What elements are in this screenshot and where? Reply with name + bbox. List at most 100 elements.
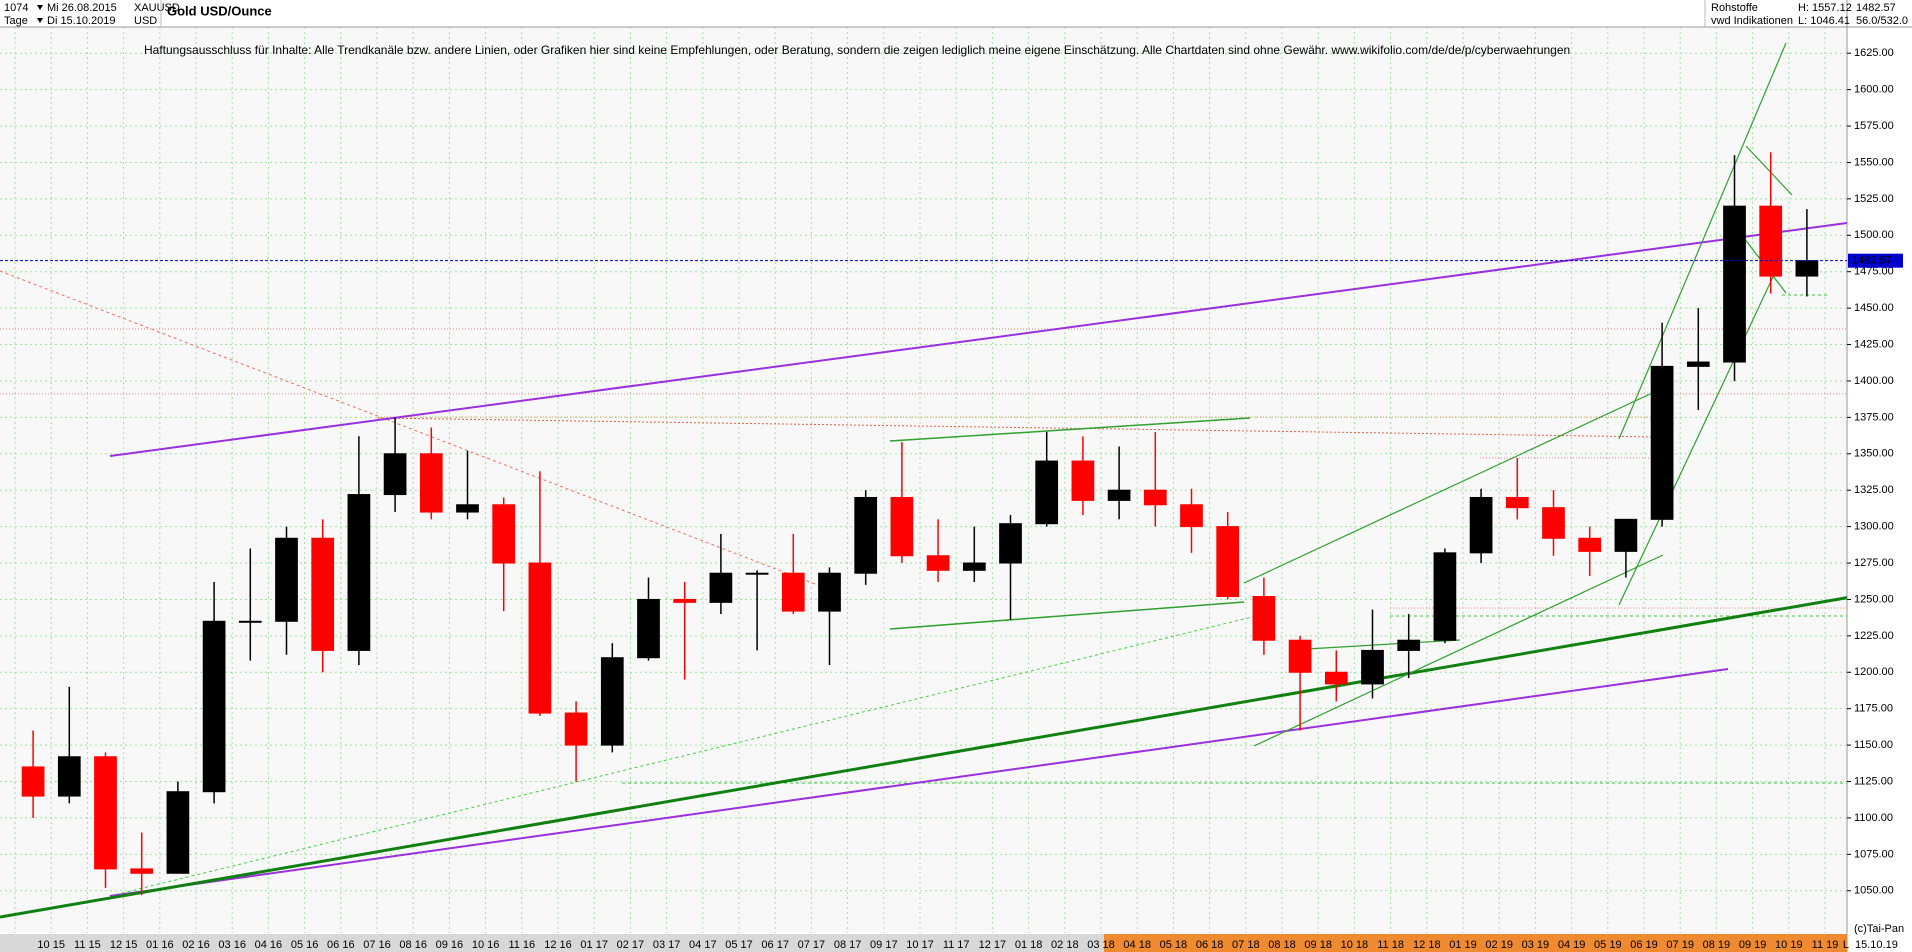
source: vwd Indikationen — [1711, 15, 1793, 27]
candle-body — [238, 620, 262, 623]
candle-body — [528, 562, 552, 714]
x-tick-label: 10 19 — [1775, 939, 1803, 951]
candle-body — [962, 562, 986, 571]
trend-line — [889, 417, 1251, 442]
x-tick-label: 09 17 — [870, 939, 898, 951]
scale-mode: L — [1843, 939, 1849, 951]
plot-area — [0, 27, 1847, 933]
candle-body — [1324, 671, 1348, 685]
candle-body — [1650, 365, 1674, 520]
y-tick-label: 1400.00 — [1854, 375, 1894, 387]
last-price-box — [1848, 253, 1903, 268]
candle-body — [1433, 552, 1457, 641]
candle-body — [275, 537, 298, 622]
x-tick-label: 03 18 — [1087, 939, 1115, 951]
candle-body — [781, 572, 805, 612]
candle-body — [637, 598, 660, 659]
x-tick-label: 03 17 — [653, 939, 681, 951]
x-tick-label: 01 18 — [1015, 939, 1043, 951]
candle-body — [57, 756, 81, 797]
candle-body — [1795, 260, 1819, 277]
candle-body — [1071, 460, 1095, 501]
y-tick-label: 1475.00 — [1854, 266, 1894, 278]
trend-line — [377, 417, 1659, 438]
y-tick-label: 1450.00 — [1854, 302, 1894, 314]
trend-line — [1618, 42, 1787, 440]
candle-body — [311, 537, 335, 651]
candle-body — [1397, 639, 1421, 651]
candle-body — [1723, 205, 1746, 363]
candle-body — [1252, 596, 1276, 641]
candle-body — [673, 598, 697, 603]
candle-body — [1216, 526, 1240, 598]
candle-body — [1107, 489, 1131, 501]
last-price-label: 1482.57 — [1852, 255, 1892, 267]
start-date: Mi 26.08.2015 — [47, 2, 117, 14]
dropdown-icon[interactable] — [37, 18, 43, 23]
x-tick-label: 07 16 — [363, 939, 391, 951]
x-tick-label: 05 17 — [725, 939, 753, 951]
candle-body — [456, 504, 479, 513]
y-tick-label: 1250.00 — [1854, 593, 1894, 605]
candle-body — [854, 496, 878, 574]
y-tick-label: 1200.00 — [1854, 666, 1894, 678]
x-tick-label: 03 19 — [1522, 939, 1550, 951]
candle-body — [492, 504, 516, 564]
dropdown-icon[interactable] — [37, 5, 43, 10]
period: Tage — [4, 15, 28, 27]
x-tick-label: 07 19 — [1666, 939, 1694, 951]
y-tick-label: 1350.00 — [1854, 448, 1894, 460]
candle-body — [1686, 361, 1710, 367]
candles — [0, 152, 1847, 896]
y-tick-label: 1600.00 — [1854, 84, 1894, 96]
x-tick-label: 08 16 — [399, 939, 427, 951]
trend-line — [1253, 554, 1664, 747]
candle-body — [202, 620, 226, 793]
x-tick-label: 03 16 — [218, 939, 246, 951]
symbol: XAUUSD — [134, 2, 180, 14]
candle-body — [1614, 518, 1638, 552]
x-tick-label: 05 18 — [1160, 939, 1188, 951]
x-tick-label: 12 16 — [544, 939, 572, 951]
x-tick-label: 10 16 — [472, 939, 500, 951]
disclaimer: Haftungsausschluss für Inhalte: Alle Tre… — [144, 43, 1570, 57]
trend-line — [109, 222, 1847, 457]
x-tick-label: 06 19 — [1630, 939, 1658, 951]
trend-line — [0, 596, 1847, 919]
candle-body — [1143, 489, 1167, 506]
y-tick-label: 1550.00 — [1854, 156, 1894, 168]
y-tick-label: 1075.00 — [1854, 848, 1894, 860]
trend-line — [889, 601, 1245, 630]
x-tick-label: 02 18 — [1051, 939, 1079, 951]
trend-line — [1289, 639, 1461, 651]
candle-body — [1542, 507, 1565, 539]
trend-lines — [0, 42, 1847, 919]
candle-body — [1180, 504, 1203, 528]
candle-body — [1505, 496, 1529, 509]
candle-body — [130, 868, 154, 874]
x-tick-label: 06 16 — [327, 939, 355, 951]
y-tick-label: 1625.00 — [1854, 47, 1894, 59]
candle-body — [347, 494, 371, 651]
x-tick-label: 12 17 — [979, 939, 1007, 951]
x-tick-label: 02 16 — [182, 939, 210, 951]
candle-body — [709, 572, 733, 603]
ratio: 56.0/532.0 — [1856, 15, 1908, 27]
trend-line — [1243, 387, 1664, 584]
trend-line — [0, 270, 842, 595]
date: 15.10.19 — [1855, 939, 1898, 951]
candle-body — [745, 572, 769, 575]
y-tick-label: 1425.00 — [1854, 338, 1894, 350]
x-tick-label: 11 16 — [508, 939, 535, 951]
x-tick-label: 01 17 — [580, 939, 608, 951]
x-tick-label: 05 19 — [1594, 939, 1622, 951]
candle-body — [999, 523, 1022, 564]
x-tick-label: 01 19 — [1449, 939, 1477, 951]
trend-line — [1745, 145, 1793, 196]
x-tick-label: 04 17 — [689, 939, 717, 951]
y-tick-label: 1300.00 — [1854, 521, 1894, 533]
grid — [0, 27, 1847, 933]
candle-body — [1578, 537, 1602, 552]
y-tick-label: 1050.00 — [1854, 885, 1894, 897]
